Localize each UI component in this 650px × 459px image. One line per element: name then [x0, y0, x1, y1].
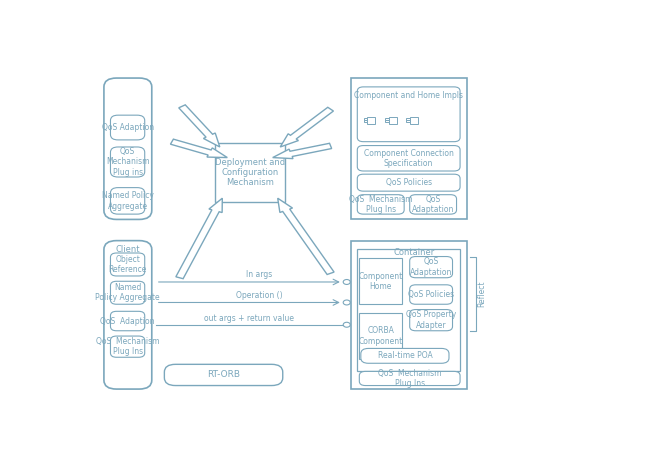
FancyBboxPatch shape: [111, 253, 145, 276]
Text: CORBA
Component: CORBA Component: [359, 326, 403, 346]
FancyBboxPatch shape: [111, 281, 145, 304]
Text: RT-ORB: RT-ORB: [207, 370, 240, 380]
FancyBboxPatch shape: [406, 118, 410, 120]
Polygon shape: [278, 198, 334, 274]
FancyBboxPatch shape: [111, 311, 145, 331]
Text: Container: Container: [393, 248, 434, 257]
Polygon shape: [280, 107, 333, 147]
Text: Component
Home: Component Home: [359, 272, 403, 291]
Polygon shape: [179, 105, 220, 147]
FancyBboxPatch shape: [410, 195, 456, 214]
FancyBboxPatch shape: [351, 241, 467, 389]
Text: QoS  Adaption: QoS Adaption: [100, 317, 155, 325]
Text: QoS
Mechanism
Plug ins: QoS Mechanism Plug ins: [106, 147, 150, 177]
FancyBboxPatch shape: [358, 146, 460, 171]
Polygon shape: [273, 143, 332, 159]
FancyBboxPatch shape: [359, 371, 460, 386]
Text: Object
Reference: Object Reference: [109, 255, 147, 274]
Text: Named
Policy Aggregate: Named Policy Aggregate: [96, 283, 160, 302]
FancyBboxPatch shape: [111, 147, 145, 177]
FancyBboxPatch shape: [358, 174, 460, 191]
FancyBboxPatch shape: [367, 117, 375, 124]
Text: Component Connection
Specification: Component Connection Specification: [364, 149, 454, 168]
FancyBboxPatch shape: [359, 313, 402, 359]
FancyBboxPatch shape: [363, 118, 367, 120]
Text: QoS Adaption: QoS Adaption: [101, 123, 153, 132]
Text: Real-time POA: Real-time POA: [378, 351, 432, 360]
Text: QoS  Mechanism
Plug Ins: QoS Mechanism Plug Ins: [378, 369, 441, 388]
FancyBboxPatch shape: [410, 309, 452, 331]
FancyBboxPatch shape: [358, 249, 460, 371]
FancyBboxPatch shape: [164, 364, 283, 386]
Text: QoS Policies: QoS Policies: [408, 290, 454, 299]
FancyBboxPatch shape: [104, 241, 152, 389]
FancyBboxPatch shape: [385, 120, 389, 122]
FancyBboxPatch shape: [389, 117, 396, 124]
FancyBboxPatch shape: [406, 120, 410, 122]
FancyBboxPatch shape: [111, 336, 145, 357]
Text: Operation (): Operation (): [236, 291, 283, 300]
Text: Deployment and
Configuration
Mechanism: Deployment and Configuration Mechanism: [215, 158, 285, 187]
FancyBboxPatch shape: [358, 195, 404, 214]
Polygon shape: [176, 198, 222, 279]
Text: Component and Home Impls: Component and Home Impls: [354, 91, 463, 100]
Text: QoS  Mechanism
Plug Ins: QoS Mechanism Plug Ins: [349, 195, 413, 214]
Text: QoS
Adaptation: QoS Adaptation: [410, 257, 452, 277]
Text: QoS Property
Adapter: QoS Property Adapter: [406, 310, 456, 330]
FancyBboxPatch shape: [410, 257, 452, 278]
Text: Reflect: Reflect: [477, 280, 486, 307]
FancyBboxPatch shape: [111, 115, 145, 140]
FancyBboxPatch shape: [104, 78, 152, 219]
FancyBboxPatch shape: [359, 258, 402, 304]
Text: Client: Client: [116, 245, 140, 254]
Text: QoS  Mechanism
Plug Ins: QoS Mechanism Plug Ins: [96, 337, 159, 356]
FancyBboxPatch shape: [410, 117, 418, 124]
FancyBboxPatch shape: [410, 285, 452, 304]
FancyBboxPatch shape: [363, 120, 367, 122]
FancyBboxPatch shape: [358, 87, 460, 142]
FancyBboxPatch shape: [361, 348, 449, 363]
Text: In args: In args: [246, 270, 272, 279]
FancyBboxPatch shape: [385, 118, 389, 120]
Text: QoS
Adaptation: QoS Adaptation: [412, 195, 454, 214]
FancyBboxPatch shape: [111, 188, 145, 214]
FancyBboxPatch shape: [351, 78, 467, 219]
Polygon shape: [170, 139, 228, 157]
Text: out args + return value: out args + return value: [204, 313, 294, 323]
Text: Named Policy
Aggregate: Named Policy Aggregate: [101, 191, 153, 211]
Text: QoS Policies: QoS Policies: [385, 178, 432, 187]
FancyBboxPatch shape: [214, 143, 285, 202]
